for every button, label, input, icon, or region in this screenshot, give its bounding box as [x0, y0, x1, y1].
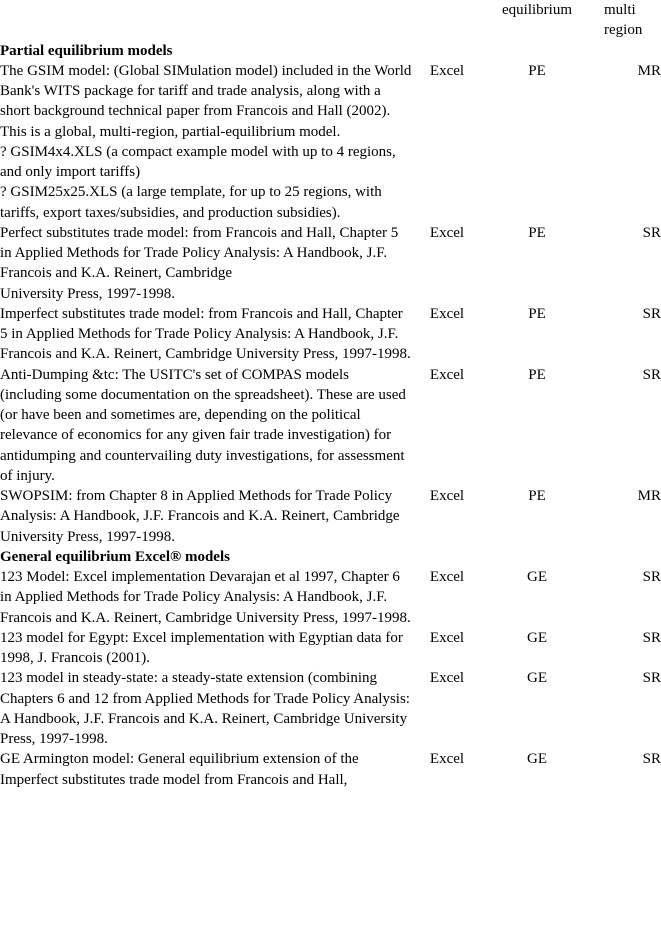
row-description: SWOPSIM: from Chapter 8 in Applied Metho…: [0, 486, 412, 547]
row-region: SR: [592, 223, 661, 304]
row-equilibrium: PE: [482, 223, 592, 304]
table-row: Imperfect substitutes trade model: from …: [0, 304, 661, 365]
row-equilibrium: PE: [482, 61, 592, 223]
section-row: General equilibrium Excel® models: [0, 547, 661, 567]
row-equilibrium: GE: [482, 749, 592, 790]
row-region: SR: [592, 365, 661, 487]
col-header-region-line1: multi: [604, 0, 661, 20]
table-row: Perfect substitutes trade model: from Fr…: [0, 223, 661, 304]
row-region: SR: [592, 668, 661, 749]
row-region: SR: [592, 628, 661, 669]
row-description: The GSIM model: (Global SIMulation model…: [0, 61, 412, 223]
row-description: 123 Model: Excel implementation Devaraja…: [0, 567, 412, 628]
row-software: Excel: [412, 61, 482, 223]
table-row: 123 Model: Excel implementation Devaraja…: [0, 567, 661, 628]
row-region: MR: [592, 486, 661, 547]
row-software: Excel: [412, 749, 482, 790]
row-software: Excel: [412, 668, 482, 749]
row-software: Excel: [412, 365, 482, 487]
table-row: SWOPSIM: from Chapter 8 in Applied Metho…: [0, 486, 661, 547]
row-description: GE Armington model: General equilibrium …: [0, 749, 412, 790]
row-description: Perfect substitutes trade model: from Fr…: [0, 223, 412, 304]
row-region: SR: [592, 749, 661, 790]
row-description: 123 model for Egypt: Excel implementatio…: [0, 628, 412, 669]
col-header-region-line2: region: [604, 20, 661, 40]
row-equilibrium: PE: [482, 365, 592, 487]
table-row: GE Armington model: General equilibrium …: [0, 749, 661, 790]
row-region: MR: [592, 61, 661, 223]
col-header-region: multi region: [592, 0, 661, 41]
section-row: Partial equilibrium models: [0, 41, 661, 61]
table-row: Anti-Dumping &tc: The USITC's set of COM…: [0, 365, 661, 487]
row-description: Anti-Dumping &tc: The USITC's set of COM…: [0, 365, 412, 487]
models-table: equilibrium multi region Partial equilib…: [0, 0, 661, 790]
row-equilibrium: GE: [482, 628, 592, 669]
table-row: 123 model for Egypt: Excel implementatio…: [0, 628, 661, 669]
row-region: SR: [592, 567, 661, 628]
row-software: Excel: [412, 223, 482, 304]
col-header-equilibrium: equilibrium: [482, 0, 592, 41]
row-equilibrium: PE: [482, 486, 592, 547]
row-equilibrium: PE: [482, 304, 592, 365]
section-title: Partial equilibrium models: [0, 41, 661, 61]
table-row: 123 model in steady-state: a steady-stat…: [0, 668, 661, 749]
row-region: SR: [592, 304, 661, 365]
row-description: Imperfect substitutes trade model: from …: [0, 304, 412, 365]
row-software: Excel: [412, 567, 482, 628]
row-software: Excel: [412, 304, 482, 365]
col-header-equilibrium-text: equilibrium: [502, 2, 572, 18]
row-software: Excel: [412, 486, 482, 547]
section-title: General equilibrium Excel® models: [0, 547, 661, 567]
row-software: Excel: [412, 628, 482, 669]
row-equilibrium: GE: [482, 668, 592, 749]
row-description: 123 model in steady-state: a steady-stat…: [0, 668, 412, 749]
page: equilibrium multi region Partial equilib…: [0, 0, 661, 790]
table-row: The GSIM model: (Global SIMulation model…: [0, 61, 661, 223]
row-equilibrium: GE: [482, 567, 592, 628]
table-header-row: equilibrium multi region: [0, 0, 661, 41]
